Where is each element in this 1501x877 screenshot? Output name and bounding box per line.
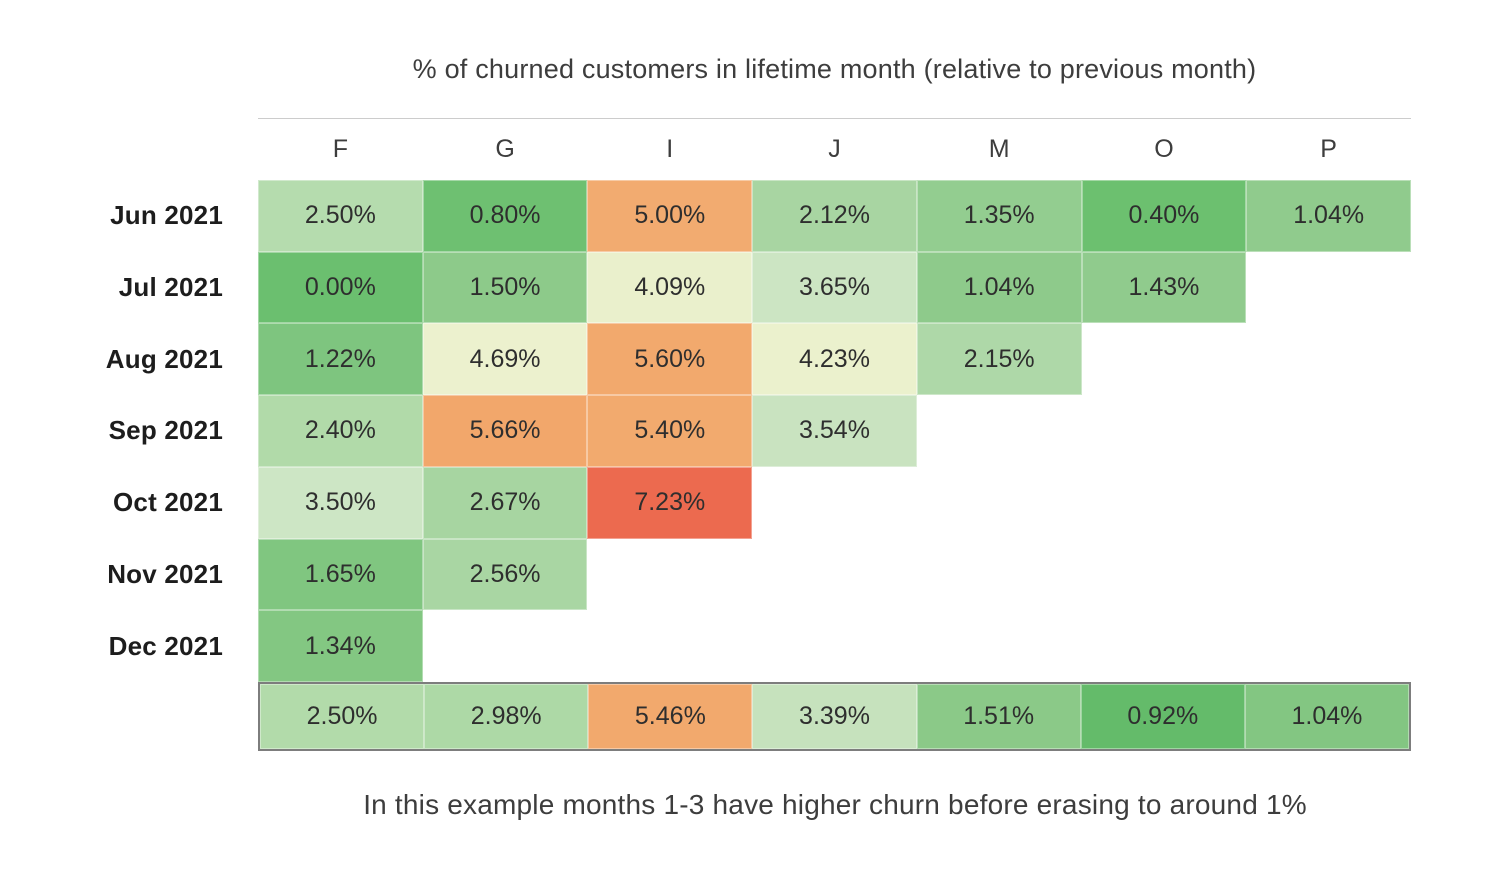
- summary-cell: 3.39%: [752, 684, 917, 749]
- heatmap-cell: 4.69%: [422, 323, 588, 396]
- heatmap-cell-empty: [587, 610, 752, 682]
- heatmap-cell-empty: [1246, 323, 1411, 395]
- heatmap-cell: 1.43%: [1081, 251, 1247, 324]
- row-label: Oct 2021: [112, 487, 223, 518]
- row-label: Jul 2021: [118, 272, 223, 303]
- column-header: J: [828, 135, 841, 163]
- heatmap-cell: 1.35%: [916, 180, 1082, 252]
- column-header: O: [1154, 135, 1174, 163]
- heatmap-cell: 1.34%: [258, 610, 423, 682]
- heatmap-cell-empty: [917, 610, 1082, 682]
- column-header: I: [666, 135, 674, 163]
- heatmap-cell: 0.00%: [258, 251, 423, 324]
- summary-row: 2.50% 2.98% 5.46% 3.39% 1.51% 0.92% 1.04%: [258, 682, 1411, 751]
- heatmap-cell-empty: [752, 467, 917, 539]
- heatmap-cell-empty: [1246, 252, 1411, 324]
- column-header: M: [988, 135, 1010, 163]
- header-divider: [258, 118, 1411, 119]
- heatmap-cell-empty: [1082, 539, 1247, 611]
- heatmap-cell-empty: [1082, 467, 1247, 539]
- heatmap-cell-empty: [1082, 610, 1247, 682]
- row-label: Dec 2021: [108, 630, 223, 661]
- heatmap-cell: 2.50%: [258, 180, 423, 252]
- heatmap-cell-empty: [1246, 610, 1411, 682]
- heatmap-cell: 5.60%: [587, 323, 753, 396]
- heatmap-cell-empty: [1082, 395, 1247, 467]
- heatmap-cell: 0.40%: [1081, 180, 1247, 252]
- heatmap-cell: 1.50%: [422, 251, 588, 324]
- row-labels: Jun 2021 Jul 2021 Aug 2021 Sep 2021 Oct 2021…: [0, 180, 223, 682]
- summary-cell: 1.04%: [1244, 684, 1409, 749]
- column-header: G: [495, 135, 515, 163]
- summary-cell: 2.98%: [424, 684, 589, 749]
- heatmap-cell: 5.66%: [422, 395, 588, 467]
- column-header: P: [1320, 135, 1337, 163]
- heatmap-cell: 1.65%: [258, 538, 423, 611]
- heatmap-cell: 3.65%: [752, 251, 917, 324]
- heatmap-cell: 4.23%: [752, 323, 917, 396]
- heatmap-cell: 4.09%: [587, 251, 753, 324]
- heatmap-cell-empty: [1246, 467, 1411, 539]
- heatmap-cell: 5.40%: [587, 395, 753, 467]
- heatmap-cell-empty: [752, 610, 917, 682]
- row-label: Aug 2021: [105, 343, 223, 374]
- summary-cell: 0.92%: [1080, 684, 1245, 749]
- column-header: F: [332, 135, 348, 163]
- row-label: Nov 2021: [107, 558, 223, 589]
- heatmap-cell: 5.00%: [587, 180, 753, 252]
- row-label: Jun 2021: [110, 200, 223, 231]
- heatmap-cell: 3.50%: [258, 466, 423, 539]
- heatmap-cell: 1.04%: [1246, 180, 1411, 252]
- heatmap-cell-empty: [917, 395, 1082, 467]
- heatmap-cell-empty: [1082, 323, 1247, 395]
- heatmap-cell: 0.80%: [422, 180, 588, 252]
- summary-cell: 2.50%: [260, 684, 425, 749]
- heatmap-cell: 7.23%: [587, 466, 753, 539]
- summary-cell: 5.46%: [588, 684, 753, 749]
- heatmap-cell: 2.12%: [752, 180, 917, 252]
- heatmap-cell-empty: [423, 610, 588, 682]
- heatmap-cell: 2.56%: [422, 538, 588, 611]
- heatmap-cell: 2.67%: [422, 466, 588, 539]
- heatmap-cell-empty: [1246, 539, 1411, 611]
- heatmap-cell-empty: [587, 539, 752, 611]
- heatmap-cell: 1.22%: [258, 323, 423, 396]
- heatmap-grid: 2.50% 0.80% 5.00% 2.12% 1.35% 0.40% 1.04% 0.00%…: [258, 180, 1411, 682]
- heatmap-cell-empty: [752, 539, 917, 611]
- heatmap-cell-empty: [917, 539, 1082, 611]
- chart-title: % of churned customers in lifetime month…: [412, 54, 1257, 84]
- summary-cell: 1.51%: [916, 684, 1081, 749]
- heatmap-cell: 2.40%: [258, 395, 423, 467]
- row-label: Sep 2021: [108, 415, 223, 446]
- heatmap-cell-empty: [1246, 395, 1411, 467]
- heatmap-cell: 3.54%: [752, 395, 917, 467]
- heatmap-cell: 2.15%: [916, 323, 1082, 396]
- chart-caption: In this example months 1-3 have higher c…: [363, 789, 1307, 820]
- heatmap-cell: 1.04%: [916, 251, 1082, 324]
- heatmap-cell-empty: [917, 467, 1082, 539]
